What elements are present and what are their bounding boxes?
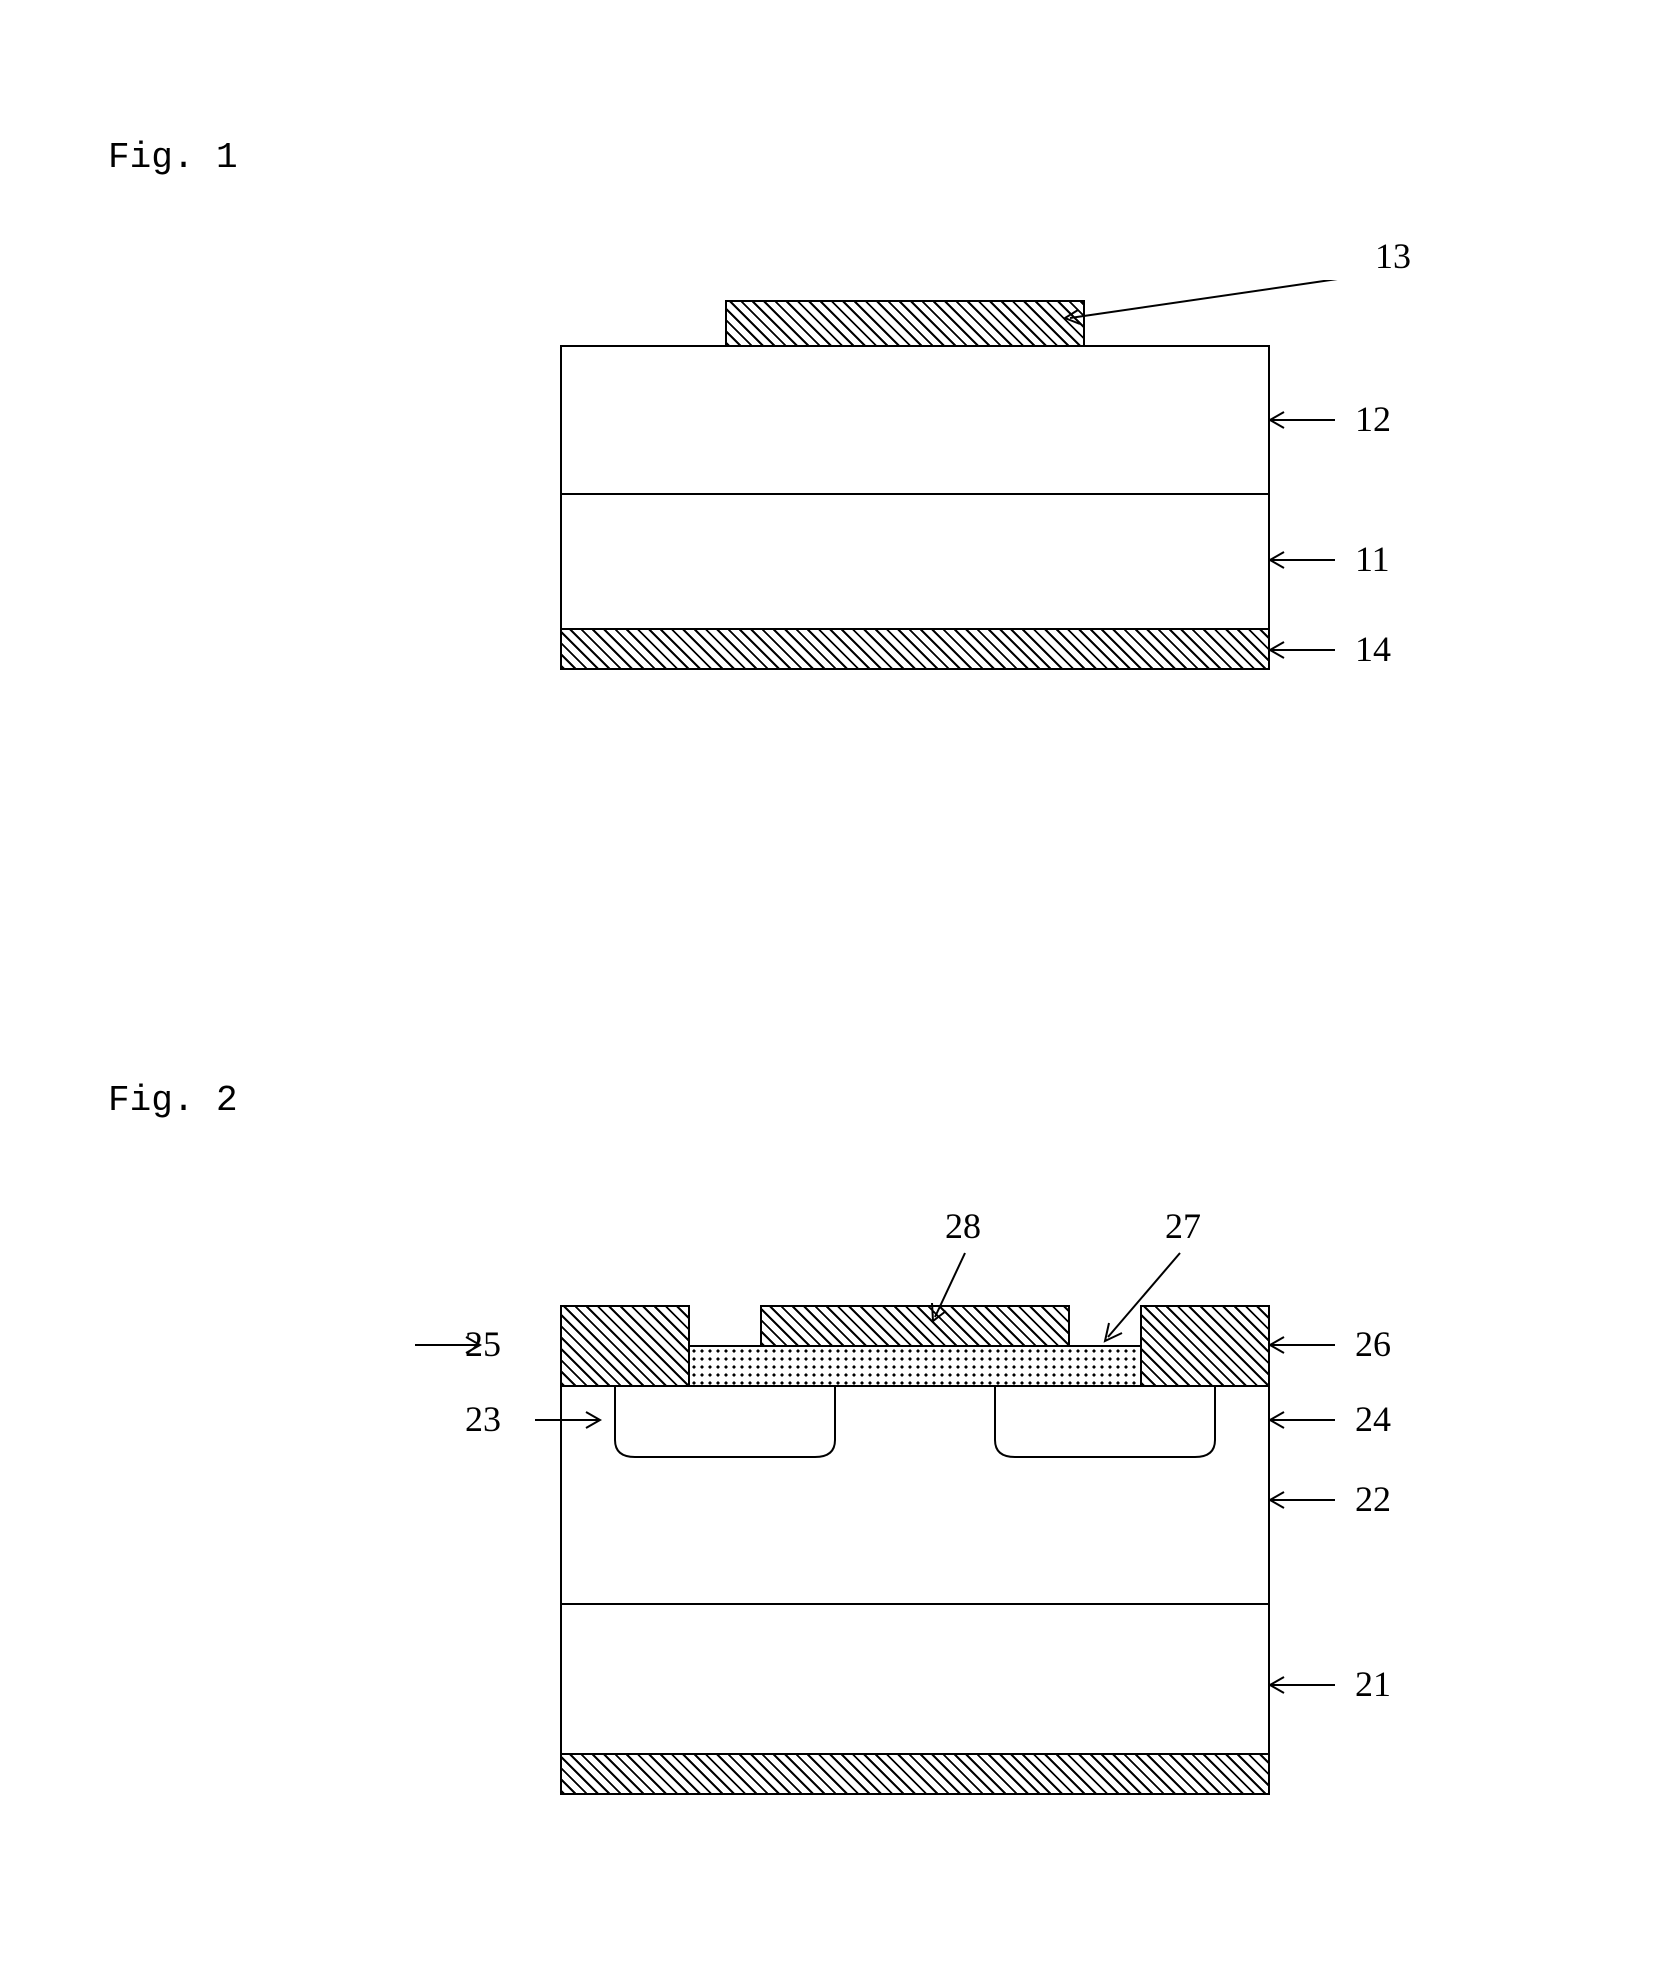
- fig2-num-25: 25: [465, 1323, 501, 1365]
- fig2-leader-21: [560, 1245, 1460, 1845]
- fig2-diagram: 28 27 25 26 23 24 22 21: [560, 1245, 1460, 1845]
- fig1-diagram: 13 12 11 14: [560, 280, 1460, 730]
- fig2-num-28: 28: [945, 1205, 981, 1247]
- fig1-leader-14: [560, 280, 1460, 730]
- fig1-num-14: 14: [1355, 628, 1391, 670]
- fig2-label: Fig. 2: [108, 1080, 238, 1121]
- fig1-label: Fig. 1: [108, 137, 238, 178]
- fig2-num-27: 27: [1165, 1205, 1201, 1247]
- fig1-num-13: 13: [1375, 235, 1411, 277]
- fig2-num-21: 21: [1355, 1663, 1391, 1705]
- fig2-num-23: 23: [465, 1398, 501, 1440]
